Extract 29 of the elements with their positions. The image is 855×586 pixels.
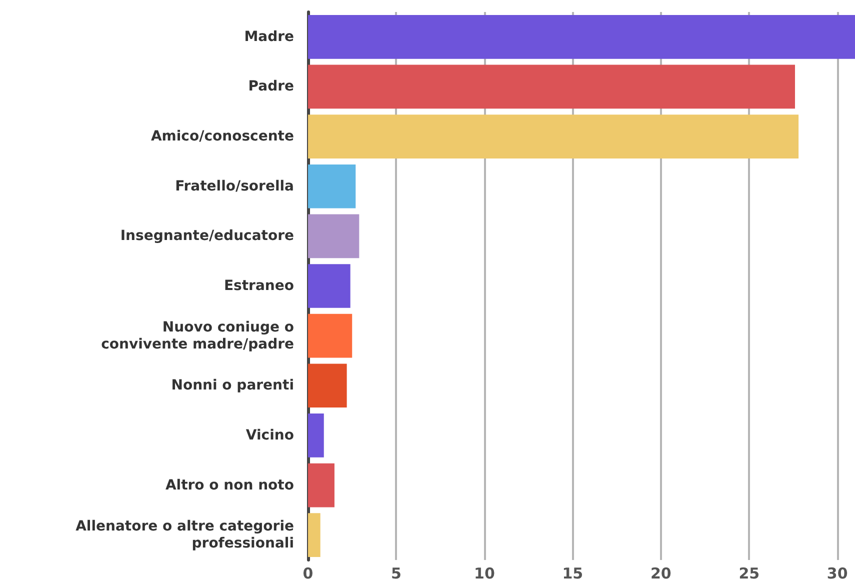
bar: [308, 114, 799, 158]
y-tick-label: Padre: [248, 78, 294, 95]
y-tick-label: Altro o non noto: [165, 477, 294, 494]
bar: [308, 64, 796, 109]
bar: [308, 414, 324, 458]
x-tick-label: 0: [302, 564, 314, 582]
bar: [308, 314, 352, 358]
y-tick-label: Madre: [244, 28, 294, 45]
y-tick-label: Nuovo coniuge o convivente madre/padre: [101, 319, 294, 352]
bar: [308, 264, 350, 308]
y-tick-label: Allenatore o altre categorie professionali: [76, 518, 294, 552]
y-tick-label: Insegnante/educatore: [120, 228, 294, 244]
bar: [308, 463, 334, 508]
bar: [308, 364, 347, 408]
y-tick-label: Vicino: [246, 427, 294, 444]
x-tick-label: 5: [391, 564, 402, 582]
bar: [308, 513, 320, 558]
y-tick-label: Nonni o parenti: [171, 378, 294, 394]
x-tick-label: 20: [650, 564, 672, 582]
y-tick-label: Amico/conoscente: [150, 128, 294, 145]
x-tick-label: 25: [738, 564, 760, 582]
bar: [308, 14, 855, 59]
bar: [308, 214, 360, 258]
x-tick-label: 10: [474, 564, 495, 582]
x-tick-label: 30: [826, 564, 848, 582]
y-tick-label: Estraneo: [224, 278, 294, 294]
y-tick-label: Fratello/sorella: [175, 178, 294, 194]
x-tick-label: 15: [562, 564, 584, 582]
bar: [308, 164, 356, 208]
